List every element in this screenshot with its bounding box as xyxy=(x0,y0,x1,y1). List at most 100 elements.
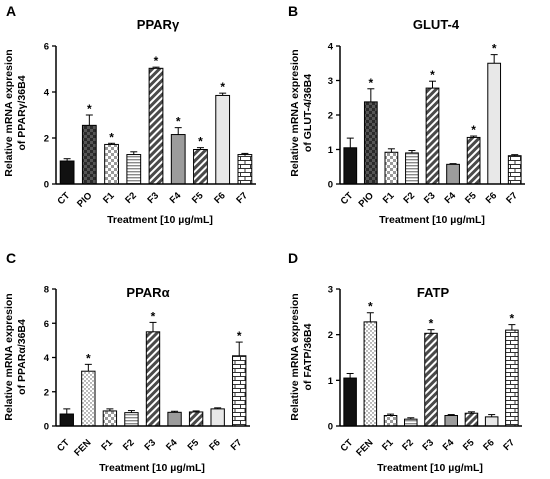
panel-letter: D xyxy=(288,250,298,266)
bar xyxy=(505,329,519,427)
bar xyxy=(104,143,119,185)
y-tick-label: 2 xyxy=(44,387,49,398)
chart-title: PPARα xyxy=(126,285,169,300)
significance-marker: * xyxy=(510,312,515,326)
y-axis-label-line-1: Relative mRNA expresion xyxy=(3,49,15,176)
bar xyxy=(424,332,438,427)
y-axis-label-line-2: of GLUT-4/36B4 xyxy=(302,74,314,152)
significance-marker: * xyxy=(368,76,373,90)
category-label: F3 xyxy=(420,437,436,453)
bar xyxy=(484,416,499,427)
y-tick-label: 1 xyxy=(328,145,334,156)
category-label: F2 xyxy=(121,437,137,453)
bar xyxy=(383,414,398,427)
bar xyxy=(384,151,399,185)
panel-d: D FATP Relative mRNA expresion of FATP/3… xyxy=(288,250,522,474)
y-tick-label: 0 xyxy=(44,422,49,433)
chart-title: PPARγ xyxy=(137,17,180,32)
panel-a: A PPARγ Relative mRNA expresion of PPARγ… xyxy=(3,3,256,226)
significance-marker: * xyxy=(237,329,242,343)
category-label: F1 xyxy=(381,190,397,206)
x-axis-label: Treatment [10 µg/mL] xyxy=(107,214,213,226)
significance-marker: * xyxy=(154,54,159,68)
bar xyxy=(444,414,458,427)
chart-title: GLUT-4 xyxy=(413,17,460,32)
y-tick-label: 2 xyxy=(44,134,49,145)
bar xyxy=(343,377,357,427)
category-label: F2 xyxy=(401,190,417,206)
panel-letter: C xyxy=(6,250,16,266)
y-tick-label: 4 xyxy=(44,88,50,99)
significance-marker: * xyxy=(368,300,373,314)
y-tick-label: 6 xyxy=(44,42,49,53)
bar xyxy=(232,355,247,427)
bar xyxy=(404,418,418,427)
significance-marker: * xyxy=(176,115,181,129)
bar xyxy=(363,321,378,427)
bar xyxy=(210,408,225,427)
category-label: F4 xyxy=(168,190,184,206)
category-label: CT xyxy=(55,190,72,207)
bar xyxy=(170,134,186,185)
y-tick-label: 2 xyxy=(328,111,333,122)
plot-area: 0 2 4 6 8 CT * FEN F1 F2 * F3 F4 F5 F6 * F7 xyxy=(44,285,250,459)
category-label: F1 xyxy=(99,437,115,453)
bar xyxy=(145,331,161,427)
y-axis-label-line-2: of FATP/36B4 xyxy=(302,323,314,390)
category-label: F1 xyxy=(101,190,117,206)
plot-area: 0 1 2 3 4 CT * PIO F1 F2 * F3 F4 * F5 * F6 F7 xyxy=(328,42,525,210)
y-tick-label: 2 xyxy=(328,330,333,341)
y-tick-label: 1 xyxy=(328,376,334,387)
y-tick-label: 0 xyxy=(328,180,333,191)
y-axis-label-line-1: Relative mRNA expresion xyxy=(289,293,301,420)
x-axis-label: Treatment [10 µg/mL] xyxy=(99,462,205,474)
significance-marker: * xyxy=(86,351,91,365)
bar xyxy=(124,412,139,427)
bar xyxy=(405,152,419,185)
bar xyxy=(193,149,208,185)
bar xyxy=(59,413,74,427)
chart-title: FATP xyxy=(417,285,450,300)
panel-letter: A xyxy=(6,3,16,19)
y-tick-label: 3 xyxy=(328,76,333,87)
significance-marker: * xyxy=(87,102,92,116)
bar xyxy=(148,67,164,185)
category-label: CT xyxy=(338,437,355,454)
panel-letter: B xyxy=(288,3,298,19)
bar xyxy=(446,163,460,185)
bar xyxy=(487,62,502,185)
y-tick-label: 8 xyxy=(44,285,49,296)
y-tick-label: 4 xyxy=(44,353,50,364)
category-label: PIO xyxy=(75,190,94,209)
bar xyxy=(188,411,204,427)
category-label: F4 xyxy=(441,437,457,453)
category-label: F2 xyxy=(123,190,139,206)
significance-marker: * xyxy=(471,123,476,137)
bar xyxy=(102,410,118,427)
bar xyxy=(464,412,479,427)
category-label: F6 xyxy=(481,437,497,453)
bar xyxy=(343,147,358,185)
significance-marker: * xyxy=(429,317,434,331)
category-label: F7 xyxy=(234,190,250,206)
plot-area: 0 1 2 3 CT * FEN F1 F2 * F3 F4 F5 F6 * F7 xyxy=(328,285,522,459)
category-label: CT xyxy=(55,437,72,454)
y-axis-label-line-1: Relative mRNA expresion xyxy=(3,293,15,420)
bar xyxy=(167,411,182,427)
category-label: F7 xyxy=(229,437,245,453)
category-label: F7 xyxy=(504,190,520,206)
category-label: F5 xyxy=(461,437,477,453)
panel-b: B GLUT-4 Relative mRNA expresion of GLUT… xyxy=(288,3,525,226)
category-label: F6 xyxy=(212,190,228,206)
significance-marker: * xyxy=(151,309,156,323)
bar xyxy=(507,155,522,185)
bar xyxy=(425,87,440,185)
category-label: F5 xyxy=(186,437,202,453)
bar xyxy=(466,136,481,185)
significance-marker: * xyxy=(198,135,203,149)
category-label: F1 xyxy=(380,437,396,453)
category-label: PIO xyxy=(357,190,376,209)
significance-marker: * xyxy=(492,42,497,56)
panel-c: C PPARα Relative mRNA expresion of PPARα… xyxy=(3,250,250,474)
